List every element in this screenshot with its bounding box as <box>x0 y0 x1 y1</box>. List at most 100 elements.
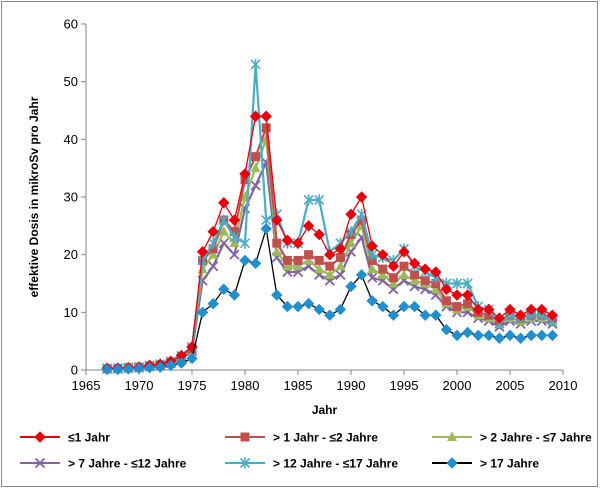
series-5-point <box>208 237 219 249</box>
series-1-point <box>366 240 378 252</box>
series-6-point <box>143 361 156 374</box>
series-5-point <box>218 214 229 226</box>
series-5-point <box>229 231 240 243</box>
series-6-point <box>461 326 474 339</box>
legend-label: > 1 Jahr - ≤2 Jahre <box>273 431 378 445</box>
series-3-point <box>271 246 282 256</box>
series-2-point <box>463 299 473 309</box>
x-tick-label: 1990 <box>337 378 366 393</box>
series-5-point <box>303 194 314 206</box>
series-1-point <box>324 248 336 261</box>
legend: ≤1 Jahr > 1 Jahr - ≤2 Jahre > 2 Jahre - ≤7… <box>20 431 592 471</box>
series-1-point <box>504 303 516 316</box>
series-6-point <box>249 257 262 270</box>
series-4-point <box>208 261 219 272</box>
series-1-point <box>493 312 506 324</box>
y-tick-label: 10 <box>64 305 78 320</box>
series-2-point <box>420 276 430 286</box>
legend-swatch-marker <box>240 432 250 442</box>
series-layer <box>101 58 559 376</box>
y-tick-label: 50 <box>64 74 78 89</box>
series-1-point <box>196 246 209 258</box>
legend-item-1: ≤1 Jahr <box>20 431 110 445</box>
series-6-point <box>355 269 368 281</box>
series-6-point <box>493 332 506 344</box>
series-3-point <box>303 254 314 265</box>
series-1-point <box>218 197 230 209</box>
series-2-point <box>293 255 303 265</box>
series-3-point <box>409 275 420 285</box>
x-tick-label: 2010 <box>549 378 578 393</box>
series-3-point <box>282 260 293 271</box>
series-1-point <box>461 289 474 301</box>
x-tick-label: 1980 <box>231 378 260 393</box>
series-6-point <box>430 309 442 321</box>
series-6-point <box>408 300 421 313</box>
series-2-point <box>388 273 398 283</box>
series-6-point <box>239 254 251 267</box>
series-5-point <box>250 58 261 70</box>
series-1-point <box>472 303 484 316</box>
series-6-point <box>546 329 559 342</box>
series-1-point <box>281 234 294 246</box>
legend-label: ≤1 Jahr <box>68 431 110 445</box>
x-tick-label: 2005 <box>496 378 525 393</box>
series-3-point <box>430 283 441 294</box>
legend-label: > 2 Jahre - ≤7 Jahre <box>480 431 592 445</box>
series-1-point <box>536 303 548 316</box>
series-6-point <box>133 362 145 374</box>
series-3-point <box>388 278 399 288</box>
legend-swatch-marker <box>447 431 457 441</box>
series-5-point <box>462 278 473 289</box>
series-1-point <box>451 289 463 301</box>
series-6-point <box>324 309 336 321</box>
series-6-point <box>387 309 400 321</box>
series-1-point <box>398 246 410 258</box>
legend-item-5: > 12 Jahre - ≤17 Jahre <box>225 457 398 471</box>
series-2-point <box>282 255 292 265</box>
series-6-point <box>175 357 188 369</box>
series-6-point <box>281 300 294 313</box>
series-4-point <box>229 249 240 260</box>
series-3-point <box>377 269 388 279</box>
x-tick-label: 2000 <box>443 378 472 393</box>
series-1-point <box>387 260 400 272</box>
series-6-point <box>334 303 347 316</box>
series-5-point <box>314 194 325 206</box>
series-1-point <box>260 110 272 122</box>
series-1-point <box>408 257 421 270</box>
series-5-point <box>345 226 357 238</box>
series-1-point <box>430 266 442 278</box>
series-6-point <box>260 223 272 235</box>
series-2-point <box>208 244 218 254</box>
series-6-point <box>271 289 283 301</box>
series-4-point <box>367 272 378 283</box>
legend-label: > 7 Jahre - ≤12 Jahre <box>68 457 187 471</box>
series-2-point <box>261 123 271 133</box>
series-3-point <box>208 249 219 259</box>
series-1-point <box>419 263 431 275</box>
series-1-point <box>483 303 495 316</box>
series-6 <box>101 223 559 376</box>
series-6-point <box>504 329 516 342</box>
series-6-point <box>302 297 315 310</box>
y-tick-label: 60 <box>64 17 78 32</box>
series-2-point <box>410 270 420 280</box>
series-1-point <box>345 208 357 221</box>
series-6-point <box>440 323 453 336</box>
y-tick-label: 40 <box>64 132 78 147</box>
series-3-point <box>346 237 356 248</box>
series-1-point <box>525 303 537 316</box>
series-1-point <box>207 225 219 238</box>
legend-item-4: > 7 Jahre - ≤12 Jahre <box>20 457 187 471</box>
series-3-point <box>218 226 229 236</box>
series-1-point <box>377 248 389 261</box>
series-2-point <box>378 264 388 274</box>
series-6-point <box>186 352 198 365</box>
series-3-point <box>324 269 335 279</box>
series-4-point <box>250 180 261 191</box>
series-2-point <box>304 250 314 260</box>
series-6-point <box>292 300 304 313</box>
series-3-point <box>250 162 261 173</box>
